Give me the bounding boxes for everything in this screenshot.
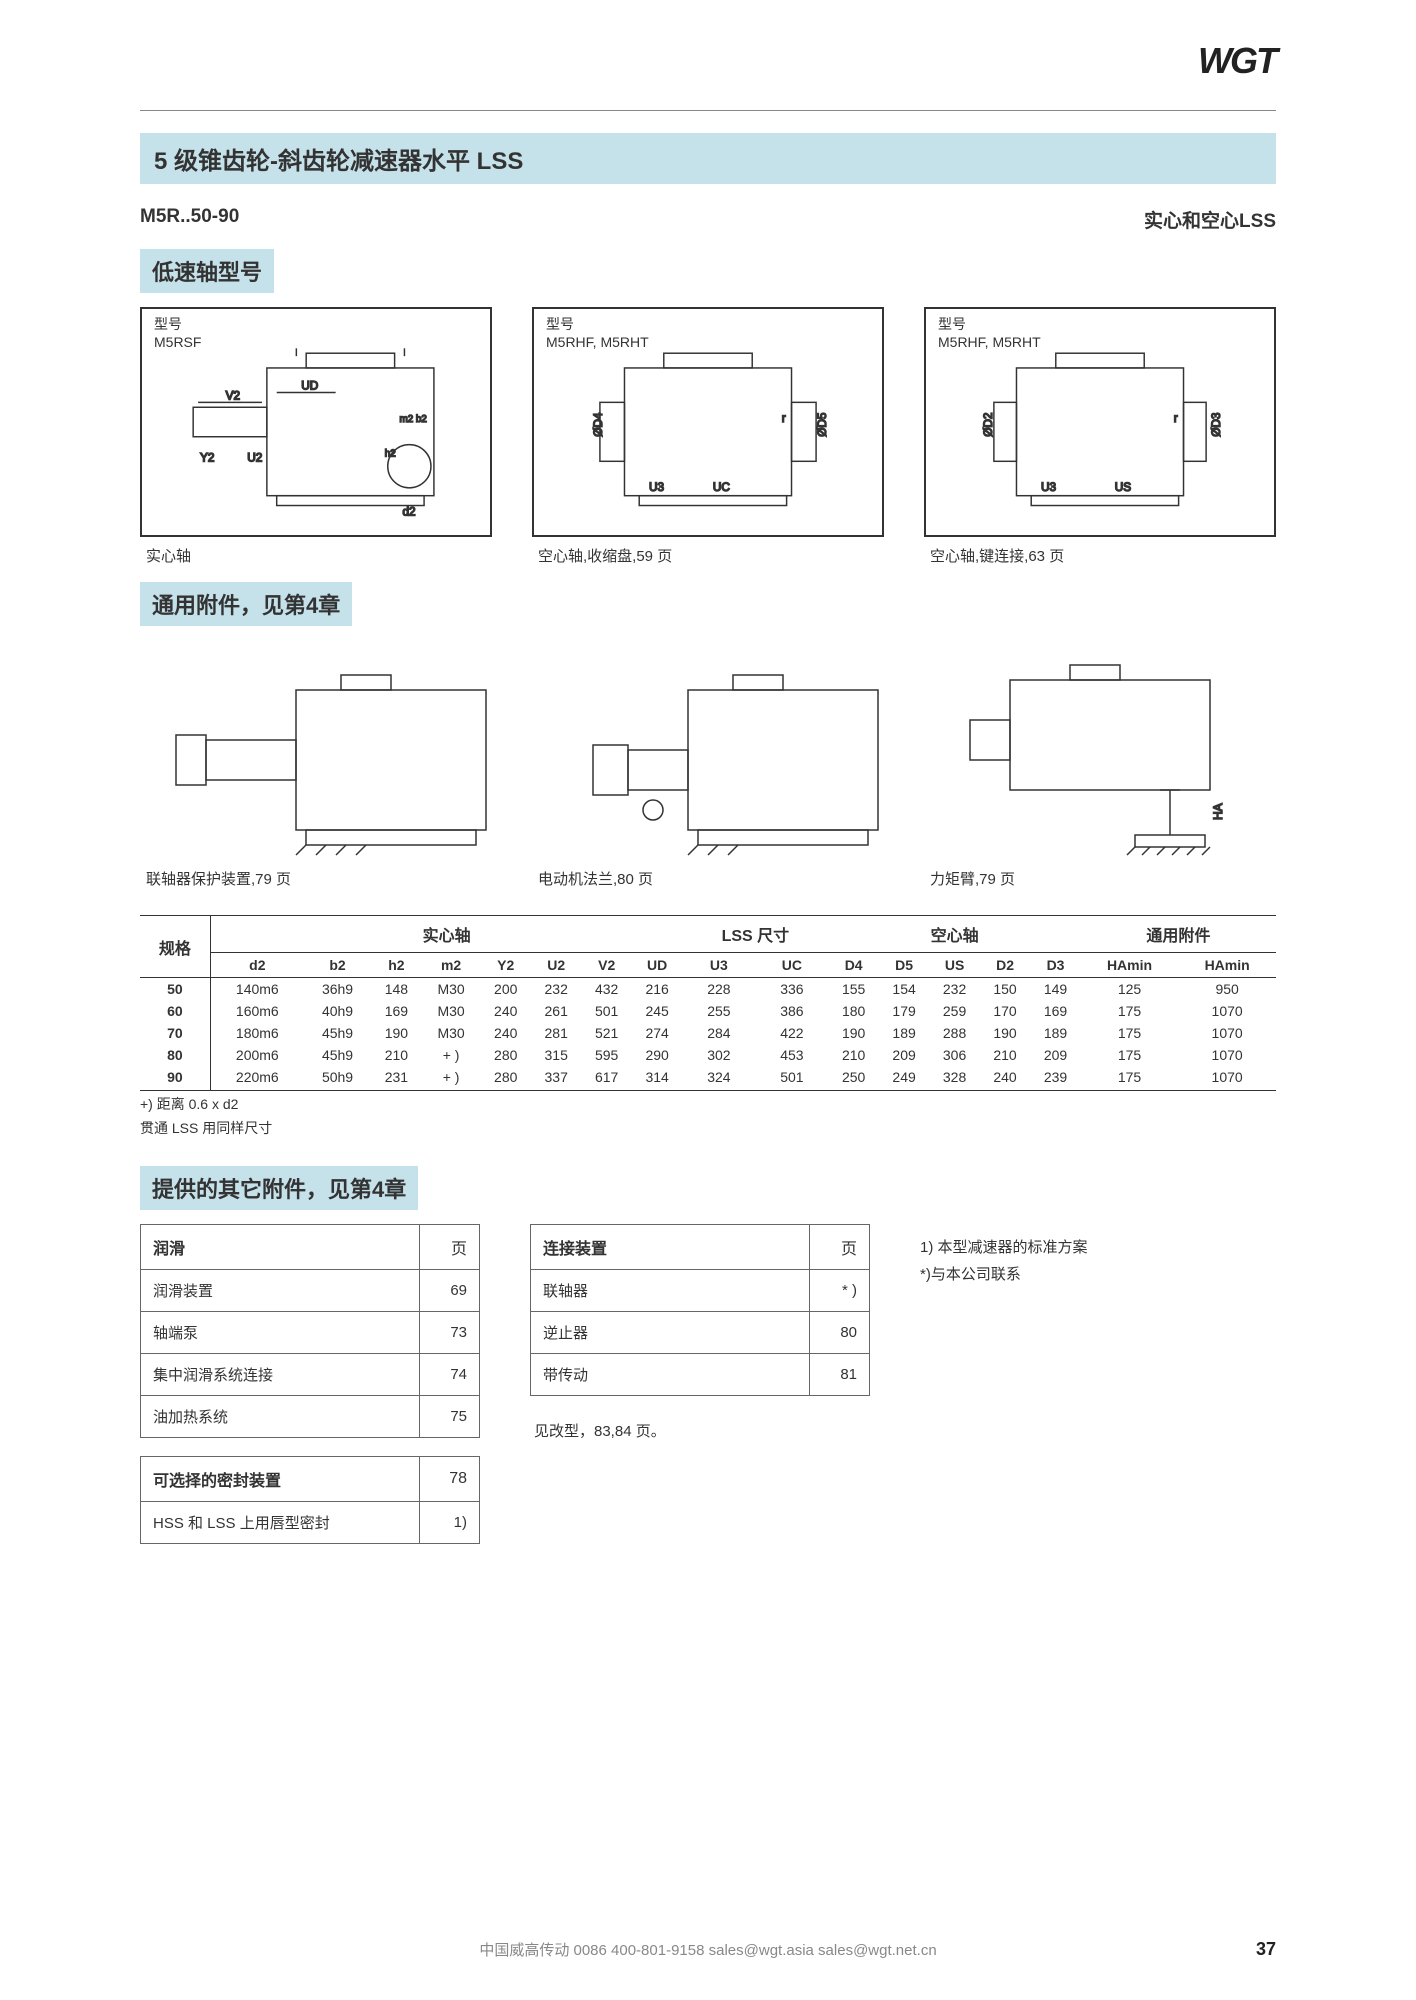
top-rule xyxy=(140,110,1276,111)
svg-text:US: US xyxy=(1115,481,1132,494)
section-low-speed-shaft: 低速轴型号 xyxy=(140,249,274,293)
svg-text:ØD2: ØD2 xyxy=(982,413,995,437)
svg-text:U3: U3 xyxy=(649,481,665,494)
model-right: 实心和空心LSS xyxy=(1144,206,1276,233)
svg-text:V2: V2 xyxy=(226,389,240,402)
page-title: 5 级锥齿轮-斜齿轮减速器水平 LSS xyxy=(140,133,1276,184)
drawing-caption: 空心轴,收缩盘,59 页 xyxy=(532,545,884,566)
model-row: M5R..50-90 实心和空心LSS xyxy=(140,206,1276,233)
lube-table: 润滑页 润滑装置69轴端泵73集中润滑系统连接74油加热系统75 xyxy=(140,1224,480,1438)
drawing-motor-flange xyxy=(532,640,884,860)
svg-text:U3: U3 xyxy=(1041,481,1057,494)
svg-text:ØD4: ØD4 xyxy=(592,412,605,437)
svg-text:Y2: Y2 xyxy=(200,451,214,464)
svg-text:m2 b2: m2 b2 xyxy=(400,414,427,425)
svg-text:UC: UC xyxy=(713,481,731,494)
table-note: 贯通 LSS 用同样尺寸 xyxy=(140,1119,1276,1139)
svg-text:ØD3: ØD3 xyxy=(1210,412,1223,437)
svg-text:h2: h2 xyxy=(385,448,396,459)
drawing-hollow-key: 型号M5RHF, M5RHT ØD2 ØD3 U3 US r xyxy=(924,307,1276,537)
table-note: +) 距离 0.6 x d2 xyxy=(140,1095,1276,1115)
drawing-caption: 空心轴,键连接,63 页 xyxy=(924,545,1276,566)
svg-text:HA: HA xyxy=(1211,803,1225,820)
svg-text:r: r xyxy=(782,412,786,425)
svg-text:UD: UD xyxy=(301,380,318,393)
conn-table: 连接装置页 联轴器* )逆止器80带传动81 xyxy=(530,1224,870,1396)
page-number: 37 xyxy=(1256,1939,1276,1960)
spec-table: 规格 实心轴 LSS 尺寸 空心轴 通用附件 d2b2h2m2Y2U2V2UDU… xyxy=(140,915,1276,1091)
svg-text:d2: d2 xyxy=(402,505,415,518)
section-general-accessories: 通用附件，见第4章 xyxy=(140,582,352,626)
model-left: M5R..50-90 xyxy=(140,206,239,233)
drawing-solid-shaft: 型号M5RSF V2 UD m2 b2 Y2 U2 h2 d2 xyxy=(140,307,492,537)
conn-note: 见改型，83,84 页。 xyxy=(530,1414,870,1447)
drawing-caption: 力矩臂,79 页 xyxy=(924,868,1276,889)
drawing-caption: 电动机法兰,80 页 xyxy=(532,868,884,889)
svg-text:U2: U2 xyxy=(247,451,262,464)
brand-logo: WGT xyxy=(1198,40,1276,82)
side-notes: 1) 本型减速器的标准方案 *)与本公司联系 xyxy=(920,1224,1276,1288)
drawing-row-1: 型号M5RSF V2 UD m2 b2 Y2 U2 h2 d2 xyxy=(140,307,1276,566)
drawing-hollow-shrink: 型号M5RHF, M5RHT ØD4 ØD5 U3 UC r xyxy=(532,307,884,537)
svg-text:ØD5: ØD5 xyxy=(816,412,829,437)
drawing-coupling-guard xyxy=(140,640,492,860)
svg-text:r: r xyxy=(1174,412,1178,425)
section-other-accessories: 提供的其它附件，见第4章 xyxy=(140,1166,418,1210)
drawing-caption: 联轴器保护装置,79 页 xyxy=(140,868,492,889)
small-tables-row: 润滑页 润滑装置69轴端泵73集中润滑系统连接74油加热系统75 可选择的密封装… xyxy=(140,1224,1276,1562)
drawing-torque-arm: HA xyxy=(924,640,1276,860)
drawing-caption: 实心轴 xyxy=(140,545,492,566)
page-footer: 中国威高传动 0086 400-801-9158 sales@wgt.asia … xyxy=(0,1939,1416,1960)
drawing-row-2: 联轴器保护装置,79 页 电动机法兰,80 页 xyxy=(140,640,1276,889)
seal-table: 可选择的密封装置78 HSS 和 LSS 上用唇型密封1) xyxy=(140,1456,480,1544)
